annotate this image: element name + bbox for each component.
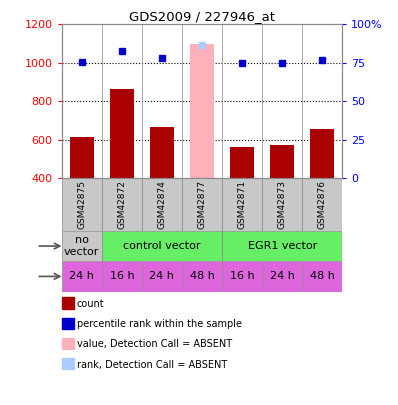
Text: 16 h: 16 h: [109, 271, 134, 281]
Bar: [222, 261, 262, 292]
Bar: [230, 147, 254, 178]
Text: 48 h: 48 h: [189, 271, 215, 281]
Text: GSM42872: GSM42872: [117, 180, 126, 229]
Bar: [102, 178, 142, 231]
Text: no
vector: no vector: [64, 235, 100, 257]
Bar: [62, 231, 102, 261]
Text: GSM42877: GSM42877: [197, 180, 207, 229]
Bar: [150, 127, 174, 178]
Bar: [222, 231, 342, 261]
Text: GSM42875: GSM42875: [77, 180, 86, 229]
Text: 24 h: 24 h: [69, 271, 94, 281]
Text: EGR1 vector: EGR1 vector: [248, 241, 317, 251]
Text: 24 h: 24 h: [270, 271, 295, 281]
Text: rank, Detection Call = ABSENT: rank, Detection Call = ABSENT: [77, 360, 227, 369]
Bar: [310, 129, 334, 178]
Bar: [62, 178, 102, 231]
Bar: [102, 231, 222, 261]
Text: GSM42873: GSM42873: [278, 180, 287, 229]
Bar: [190, 45, 214, 178]
Bar: [182, 261, 222, 292]
Text: value, Detection Call = ABSENT: value, Detection Call = ABSENT: [77, 339, 232, 349]
Bar: [302, 261, 342, 292]
Text: GSM42874: GSM42874: [157, 180, 166, 229]
Text: 48 h: 48 h: [310, 271, 335, 281]
Bar: [142, 178, 182, 231]
Text: GSM42876: GSM42876: [318, 180, 327, 229]
Text: control vector: control vector: [123, 241, 201, 251]
Text: count: count: [77, 299, 104, 309]
Bar: [270, 145, 294, 178]
Text: 24 h: 24 h: [150, 271, 174, 281]
Bar: [142, 261, 182, 292]
Bar: [110, 89, 134, 178]
Bar: [262, 178, 302, 231]
Title: GDS2009 / 227946_at: GDS2009 / 227946_at: [129, 10, 275, 23]
Bar: [222, 178, 262, 231]
Text: GSM42871: GSM42871: [238, 180, 247, 229]
Bar: [62, 261, 102, 292]
Text: percentile rank within the sample: percentile rank within the sample: [77, 319, 242, 329]
Bar: [302, 178, 342, 231]
Bar: [182, 178, 222, 231]
Bar: [102, 261, 142, 292]
Bar: [262, 261, 302, 292]
Text: 16 h: 16 h: [230, 271, 254, 281]
Bar: [70, 137, 94, 178]
